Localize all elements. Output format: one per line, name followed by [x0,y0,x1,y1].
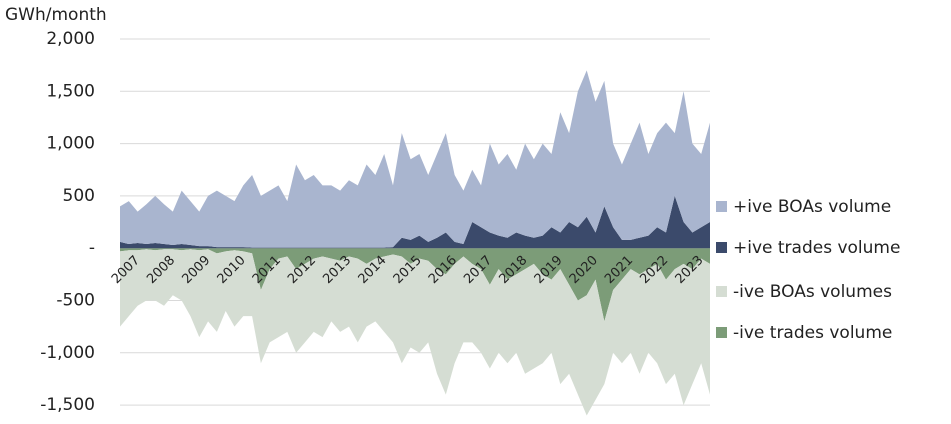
y-tick-label: 1,500 [46,81,95,101]
y-tick-label: 1,000 [46,134,95,154]
area [120,248,710,322]
legend-label: +ive trades volume [733,238,900,258]
y-tick-label: 2,000 [46,29,95,49]
y-axis-label: GWh/month [5,5,107,25]
legend-swatch [716,242,727,253]
y-tick-label: - [89,238,95,258]
legend-label: -ive trades volume [733,323,892,343]
legend-swatch [716,201,727,212]
legend-swatch [716,327,727,338]
legend-label: -ive BOAs volumes [733,282,892,302]
y-tick-label: -500 [56,290,95,310]
area [120,70,710,248]
legend-label: +ive BOAs volume [733,197,891,217]
area [120,249,710,416]
y-tick-label: 500 [63,186,95,206]
area [120,195,710,249]
y-tick-label: -1,000 [40,343,95,363]
legend-swatch [716,286,727,297]
y-tick-label: -1,500 [40,395,95,415]
